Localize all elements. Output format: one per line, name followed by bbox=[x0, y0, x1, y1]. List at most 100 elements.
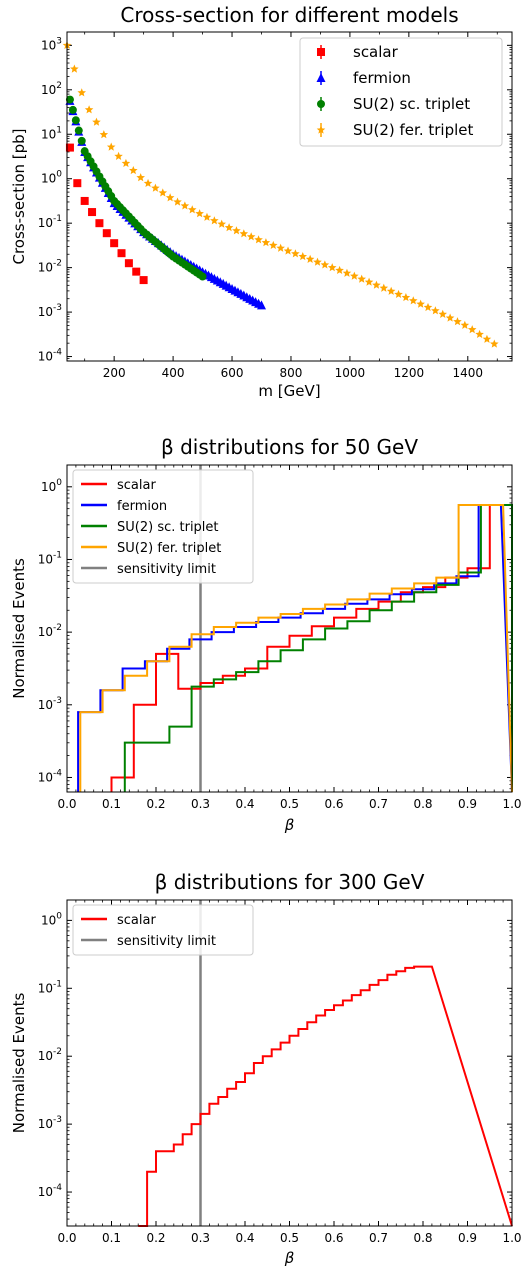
legend-box bbox=[72, 469, 254, 584]
data-point bbox=[187, 205, 197, 214]
beta-50gev-ylabel: Normalised Events bbox=[10, 558, 28, 699]
data-point bbox=[151, 183, 160, 192]
beta-50gev-panel: β distributions for 50 GeV β Normalised … bbox=[10, 435, 522, 834]
cross-section-ytick-label: 100 bbox=[41, 170, 62, 186]
step-scalar bbox=[110, 504, 513, 792]
data-point bbox=[431, 306, 440, 315]
data-point bbox=[254, 235, 263, 244]
beta-xtick-label: 1.0 bbox=[502, 1231, 521, 1245]
plot-frame bbox=[66, 464, 513, 793]
cross-section-xtick-label: 1200 bbox=[394, 366, 425, 380]
cross-section-xtick-label: 1400 bbox=[453, 366, 484, 380]
data-point bbox=[482, 334, 492, 343]
legend-label: fermion bbox=[117, 499, 167, 514]
beta-xtick-label: 0.8 bbox=[413, 797, 432, 811]
data-point bbox=[165, 193, 175, 202]
beta-xtick-label: 0.9 bbox=[458, 1231, 477, 1245]
cross-section-ytick-label: 10-2 bbox=[38, 259, 62, 275]
data-point bbox=[239, 229, 249, 238]
data-point bbox=[84, 105, 94, 114]
data-point bbox=[217, 219, 226, 228]
legend-marker bbox=[317, 48, 325, 56]
cross-section-xtick-label: 200 bbox=[103, 366, 126, 380]
beta-xtick-label: 0.2 bbox=[146, 797, 165, 811]
legend-label: sensitivity limit bbox=[117, 562, 216, 577]
plot-frame bbox=[66, 31, 513, 362]
data-point bbox=[379, 283, 389, 292]
beta-xtick-label: 0.1 bbox=[102, 1231, 121, 1245]
data-point bbox=[438, 309, 448, 318]
data-point bbox=[180, 201, 190, 210]
step-fermion bbox=[77, 504, 513, 793]
data-point bbox=[80, 196, 89, 205]
series-fermion bbox=[65, 95, 267, 310]
data-point bbox=[394, 289, 403, 299]
data-point bbox=[173, 197, 182, 206]
data-point bbox=[357, 274, 366, 283]
cross-section-ytick-label: 101 bbox=[41, 125, 62, 141]
data-point bbox=[327, 263, 337, 272]
legend-label: SU(2) fer. triplet bbox=[353, 121, 473, 139]
beta-300gev-title: β distributions for 300 GeV bbox=[155, 870, 425, 894]
beta-xtick-label: 0.3 bbox=[191, 1231, 210, 1245]
beta-panel-2-ytick-label: 10-1 bbox=[38, 979, 62, 995]
beta-50gev-title: β distributions for 50 GeV bbox=[161, 435, 418, 459]
data-point bbox=[298, 252, 308, 261]
beta-xtick-label: 1.0 bbox=[502, 797, 521, 811]
data-point bbox=[139, 276, 148, 285]
cross-section-xtick-label: 800 bbox=[280, 366, 303, 380]
legend-label: fermion bbox=[353, 69, 411, 87]
data-point bbox=[92, 117, 101, 126]
data-point bbox=[320, 260, 330, 269]
cross-section-xtick-label: 400 bbox=[162, 366, 185, 380]
legend-label: scalar bbox=[117, 913, 156, 928]
data-point bbox=[276, 243, 285, 252]
cross-section-xtick-label: 1000 bbox=[335, 366, 366, 380]
beta-xtick-label: 0.0 bbox=[57, 797, 76, 811]
data-point bbox=[71, 116, 80, 125]
data-point bbox=[195, 209, 204, 218]
data-point bbox=[246, 232, 256, 241]
data-point bbox=[121, 158, 131, 168]
data-point bbox=[423, 302, 433, 312]
data-point bbox=[269, 240, 278, 250]
beta-xtick-label: 0.0 bbox=[57, 1231, 76, 1245]
step-su-2-fer-triplet bbox=[79, 504, 513, 793]
data-point bbox=[143, 178, 153, 187]
data-point bbox=[102, 229, 111, 238]
legend-marker bbox=[316, 73, 326, 82]
data-point bbox=[342, 268, 352, 277]
beta-xtick-label: 0.3 bbox=[191, 797, 210, 811]
cross-section-ytick-label: 10-4 bbox=[38, 348, 63, 364]
data-point bbox=[364, 277, 374, 286]
legend-label: scalar bbox=[353, 43, 399, 61]
beta-panel-2-ytick-label: 10-2 bbox=[38, 1047, 62, 1063]
beta-panel-1-ytick-label: 10-1 bbox=[38, 550, 62, 566]
beta-300gev-ylabel: Normalised Events bbox=[10, 993, 28, 1134]
data-point bbox=[445, 313, 455, 322]
beta-xtick-label: 0.2 bbox=[146, 1231, 165, 1245]
data-point bbox=[129, 166, 138, 175]
plot-frame bbox=[66, 899, 513, 1227]
beta-panel-1-ytick-label: 100 bbox=[41, 478, 62, 494]
beta-xtick-label: 0.1 bbox=[102, 797, 121, 811]
data-point bbox=[350, 271, 359, 280]
cross-section-xlabel: m [GeV] bbox=[258, 382, 320, 400]
beta-xtick-label: 0.5 bbox=[280, 1231, 299, 1245]
legend-box bbox=[299, 37, 503, 147]
beta-xtick-label: 0.5 bbox=[280, 797, 299, 811]
series-scalar bbox=[65, 143, 148, 285]
data-point bbox=[106, 142, 116, 151]
data-point bbox=[409, 296, 418, 305]
beta-xtick-label: 0.4 bbox=[235, 797, 254, 811]
data-point bbox=[68, 105, 77, 114]
beta-panel-1-ytick-label: 10-2 bbox=[38, 623, 62, 639]
cross-section-ytick-label: 103 bbox=[41, 36, 62, 52]
legend-marker bbox=[317, 100, 325, 108]
data-point bbox=[114, 151, 123, 160]
cross-section-ytick-label: 10-3 bbox=[38, 303, 62, 319]
data-point bbox=[401, 293, 411, 302]
data-point bbox=[257, 300, 267, 310]
data-point bbox=[453, 317, 462, 326]
data-point bbox=[460, 320, 470, 329]
